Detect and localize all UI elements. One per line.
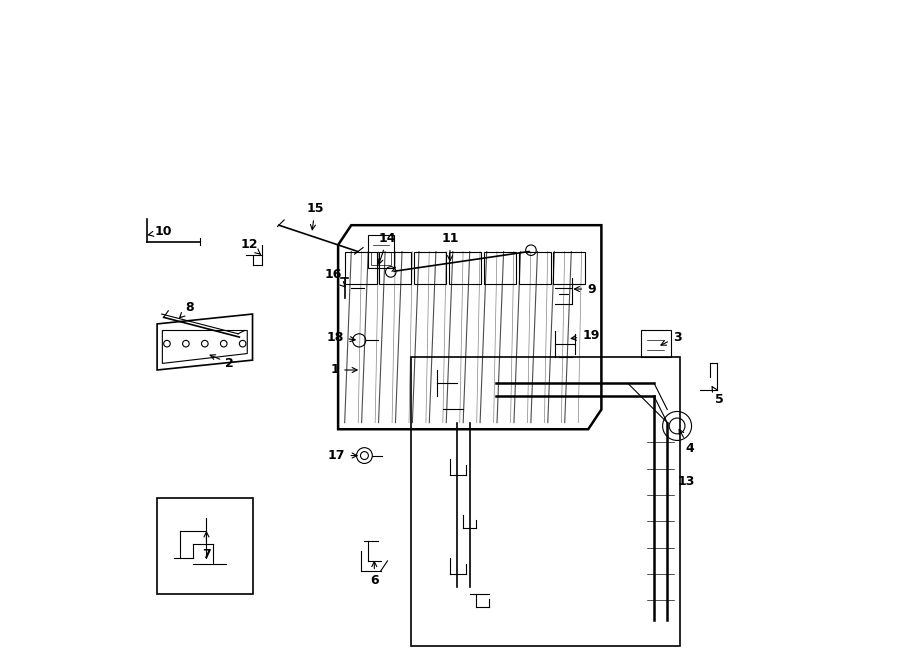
Bar — [368, 235, 394, 268]
Text: 7: 7 — [202, 532, 211, 561]
Text: 6: 6 — [370, 562, 379, 587]
Text: 15: 15 — [306, 202, 324, 230]
Bar — [449, 252, 481, 284]
Bar — [345, 252, 377, 284]
Text: 18: 18 — [326, 330, 356, 344]
Bar — [410, 357, 680, 646]
Bar — [484, 252, 516, 284]
Bar — [641, 330, 670, 357]
Bar — [518, 252, 551, 284]
Text: 14: 14 — [378, 232, 396, 264]
Text: 13: 13 — [677, 475, 695, 488]
Bar — [414, 252, 446, 284]
Text: 10: 10 — [148, 225, 173, 238]
Text: 11: 11 — [441, 232, 459, 260]
Text: 4: 4 — [680, 430, 695, 455]
Text: 8: 8 — [180, 301, 194, 318]
Text: 5: 5 — [712, 387, 724, 406]
Bar — [371, 252, 391, 264]
Text: 17: 17 — [328, 449, 357, 462]
Bar — [158, 498, 253, 594]
Text: 2: 2 — [211, 355, 234, 370]
Text: 9: 9 — [574, 282, 596, 295]
Bar — [554, 252, 585, 284]
Text: 1: 1 — [330, 364, 357, 377]
Text: 12: 12 — [240, 239, 260, 254]
Text: 16: 16 — [324, 268, 345, 287]
Text: 3: 3 — [661, 330, 681, 345]
Text: 19: 19 — [572, 329, 599, 342]
Bar — [380, 252, 411, 284]
